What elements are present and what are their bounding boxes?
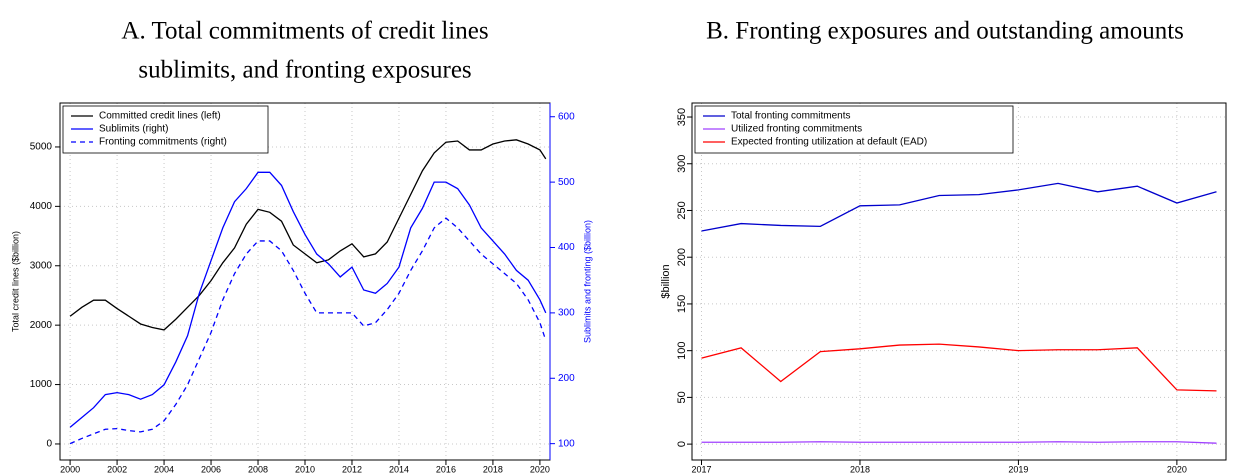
legend-label: Sublimits (right) [99, 124, 168, 135]
y2-tick-label: 500 [558, 177, 575, 188]
y2-tick-label: 600 [558, 111, 575, 122]
x-tick-label: 2000 [60, 464, 80, 474]
x-tick-label: 2016 [436, 464, 456, 474]
x-tick-label: 2010 [295, 464, 315, 474]
y-tick-label: 1000 [30, 379, 53, 390]
y2-axis-label: Sublimits and fronting ($billion) [582, 220, 592, 343]
y-tick-label: 200 [676, 248, 688, 266]
y2-tick-label: 200 [558, 373, 575, 384]
y-tick-label: 250 [676, 201, 688, 219]
y-tick-label: 2000 [30, 320, 53, 331]
chart-title: B. Fronting exposures and outstanding am… [706, 18, 1184, 45]
y-tick-label: 50 [676, 391, 688, 403]
x-tick-label: 2019 [1008, 464, 1028, 474]
x-tick-label: 2014 [389, 464, 409, 474]
x-tick-label: 2018 [483, 464, 503, 474]
x-tick-label: 2017 [691, 464, 711, 474]
legend-box [62, 105, 269, 154]
series-line [701, 182, 1217, 232]
y-tick-label: 0 [676, 441, 688, 447]
y-tick-label: 100 [676, 341, 688, 359]
x-tick-label: 2018 [850, 464, 870, 474]
legend-label: Fronting commitments (right) [99, 137, 227, 148]
series-line [69, 139, 547, 331]
y-tick-label: 300 [676, 155, 688, 173]
plot-frame [691, 102, 1227, 461]
x-tick-label: 2012 [342, 464, 362, 474]
y-axis-label: Total credit lines ($billion) [10, 231, 20, 332]
legend-label: Total fronting commitments [731, 111, 851, 122]
x-tick-label: 2004 [154, 464, 174, 474]
y2-tick-label: 100 [558, 438, 575, 449]
legend-label: Expected fronting utilization at default… [731, 137, 927, 148]
y-tick-label: 350 [676, 108, 688, 126]
series-line [69, 217, 547, 445]
x-tick-label: 2006 [201, 464, 221, 474]
x-tick-label: 2020 [1167, 464, 1187, 474]
y-tick-label: 5000 [30, 142, 53, 153]
x-tick-label: 2020 [530, 464, 550, 474]
y-tick-label: 150 [676, 295, 688, 313]
legend-label: Committed credit lines (left) [99, 111, 221, 122]
chart-title: sublimits, and fronting exposures [138, 57, 471, 84]
legend-label: Utilized fronting commitments [731, 124, 862, 135]
y-axis-label: $billion [660, 264, 672, 298]
y-tick-label: 0 [46, 439, 52, 450]
y2-tick-label: 300 [558, 308, 575, 319]
y-tick-label: 4000 [30, 201, 53, 212]
chart-title: A. Total commitments of credit lines [121, 18, 488, 45]
series-line [701, 343, 1217, 392]
series-line [69, 171, 547, 428]
plot-frame [59, 102, 551, 461]
y2-tick-label: 400 [558, 242, 575, 253]
x-tick-label: 2008 [248, 464, 268, 474]
x-tick-label: 2002 [107, 464, 127, 474]
series-line [701, 441, 1217, 444]
y-tick-label: 3000 [30, 260, 53, 271]
legend-box [694, 105, 1014, 154]
